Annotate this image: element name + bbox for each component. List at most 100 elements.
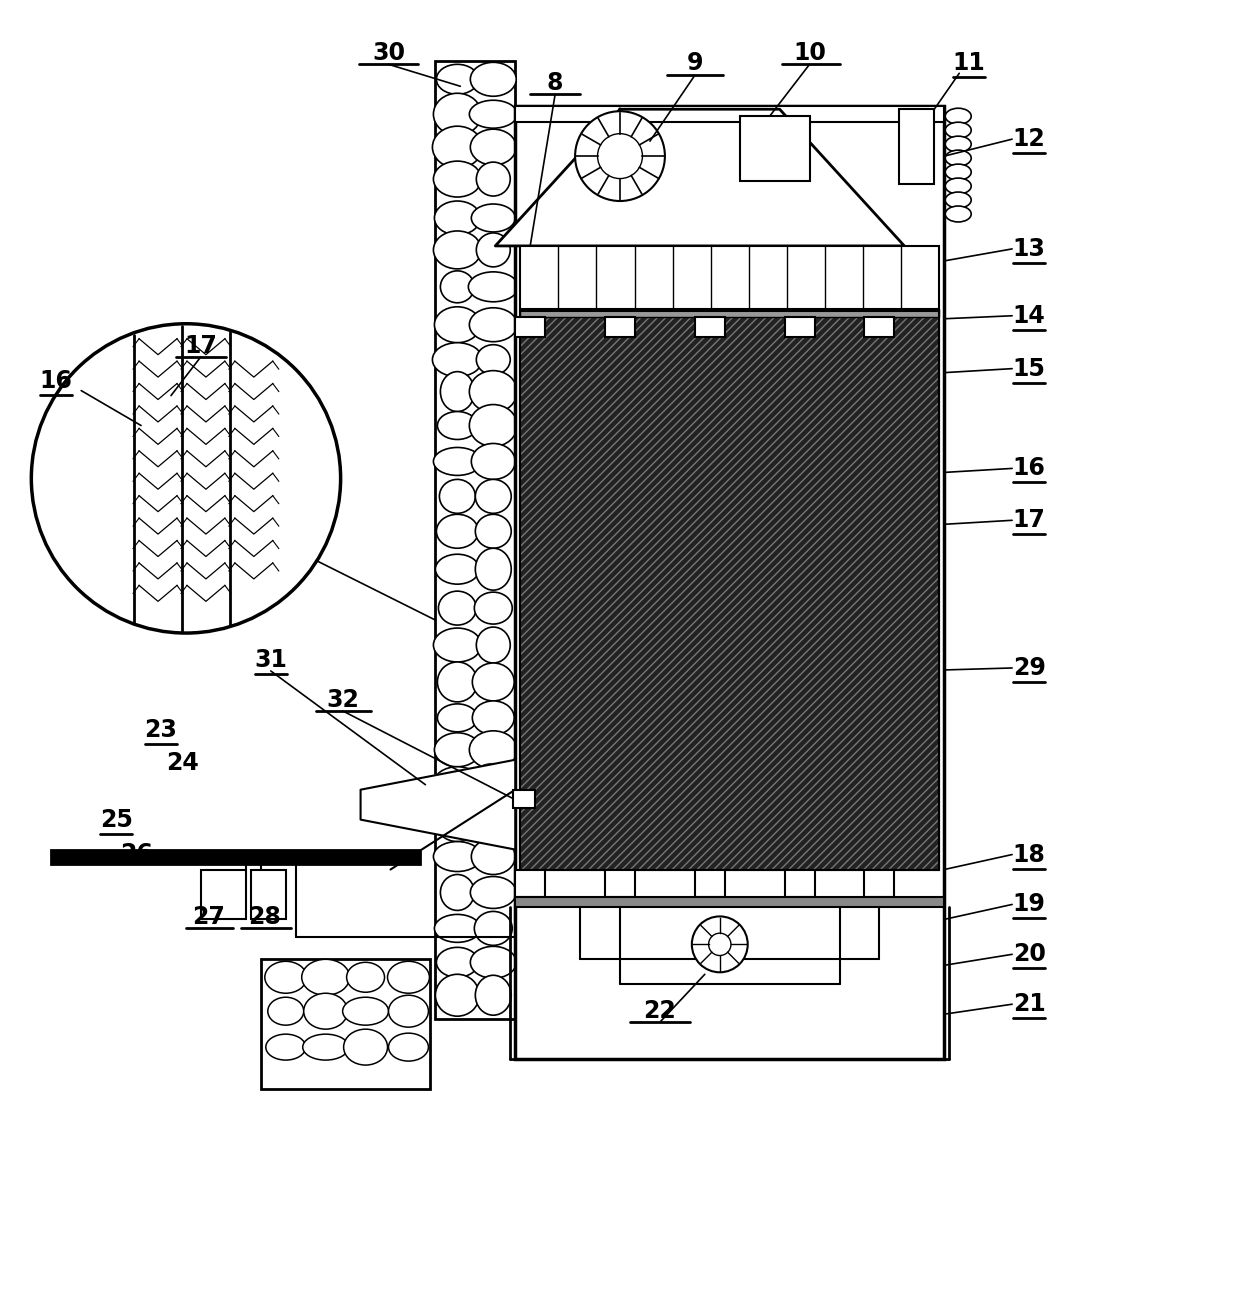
Ellipse shape: [436, 64, 479, 94]
Bar: [516, 898, 945, 907]
Ellipse shape: [343, 1029, 388, 1066]
Text: 18: 18: [1013, 843, 1045, 867]
Ellipse shape: [438, 662, 477, 702]
Bar: [521, 310, 939, 869]
Bar: [521, 309, 939, 317]
Ellipse shape: [469, 404, 517, 446]
Ellipse shape: [268, 997, 304, 1025]
Ellipse shape: [472, 700, 515, 734]
Ellipse shape: [435, 554, 480, 584]
Bar: [516, 317, 546, 336]
Ellipse shape: [469, 370, 517, 412]
Ellipse shape: [945, 151, 971, 166]
Ellipse shape: [388, 995, 429, 1028]
Text: 25: 25: [99, 808, 133, 831]
Ellipse shape: [342, 997, 388, 1025]
Text: 14: 14: [1013, 304, 1045, 327]
Ellipse shape: [945, 206, 971, 223]
Ellipse shape: [434, 733, 480, 767]
Ellipse shape: [470, 63, 516, 97]
Text: 16: 16: [1013, 457, 1045, 480]
Ellipse shape: [265, 961, 306, 994]
Text: 27: 27: [192, 906, 226, 929]
Polygon shape: [495, 109, 904, 246]
Ellipse shape: [440, 372, 475, 411]
Ellipse shape: [470, 877, 516, 908]
Ellipse shape: [388, 961, 429, 994]
Text: 13: 13: [1013, 237, 1045, 260]
Bar: [740, 117, 810, 181]
Ellipse shape: [435, 974, 480, 1016]
Ellipse shape: [434, 230, 481, 268]
Ellipse shape: [434, 767, 481, 801]
Text: 19: 19: [1013, 893, 1045, 916]
Ellipse shape: [436, 948, 479, 978]
Text: 11: 11: [952, 51, 986, 76]
Ellipse shape: [301, 959, 350, 995]
Ellipse shape: [471, 839, 516, 874]
Text: 24: 24: [166, 751, 200, 775]
Ellipse shape: [472, 662, 515, 700]
Ellipse shape: [475, 514, 511, 548]
Ellipse shape: [434, 93, 481, 135]
Text: 17: 17: [1013, 508, 1045, 533]
Ellipse shape: [945, 164, 971, 181]
Bar: [250, 869, 285, 919]
Ellipse shape: [434, 915, 480, 942]
Bar: [694, 869, 724, 898]
Text: 23: 23: [145, 717, 177, 742]
Bar: [605, 317, 635, 336]
Ellipse shape: [945, 109, 971, 124]
Ellipse shape: [436, 514, 479, 548]
Bar: [864, 869, 894, 898]
Bar: [260, 959, 430, 1089]
Bar: [521, 310, 939, 869]
Polygon shape: [361, 759, 516, 850]
Text: 21: 21: [1013, 992, 1045, 1016]
Ellipse shape: [471, 204, 516, 232]
Ellipse shape: [433, 343, 482, 377]
Ellipse shape: [439, 479, 475, 513]
Ellipse shape: [434, 448, 481, 475]
Text: 32: 32: [326, 689, 360, 712]
Bar: [864, 317, 894, 336]
Text: 8: 8: [547, 71, 563, 96]
Ellipse shape: [434, 842, 481, 872]
Ellipse shape: [476, 233, 510, 267]
Bar: [516, 106, 945, 122]
Circle shape: [692, 916, 748, 973]
Text: 28: 28: [248, 906, 281, 929]
Ellipse shape: [471, 444, 516, 479]
Bar: [435, 62, 516, 1020]
Text: 17: 17: [185, 334, 217, 357]
Ellipse shape: [469, 730, 517, 768]
Ellipse shape: [475, 592, 512, 624]
Ellipse shape: [469, 763, 518, 804]
Ellipse shape: [265, 1034, 306, 1060]
Bar: [201, 869, 246, 919]
Ellipse shape: [304, 994, 347, 1029]
Bar: [605, 869, 635, 898]
Circle shape: [598, 134, 642, 178]
Text: 29: 29: [1013, 656, 1045, 679]
Ellipse shape: [303, 1034, 348, 1060]
Ellipse shape: [434, 628, 481, 662]
Text: 10: 10: [794, 42, 826, 65]
Text: 22: 22: [644, 999, 676, 1024]
Ellipse shape: [434, 161, 481, 198]
Ellipse shape: [470, 946, 516, 978]
Ellipse shape: [435, 801, 480, 842]
Ellipse shape: [440, 874, 475, 911]
Bar: [516, 106, 945, 1059]
Ellipse shape: [434, 306, 480, 343]
Ellipse shape: [440, 271, 475, 302]
Text: 12: 12: [1013, 127, 1045, 151]
Ellipse shape: [388, 1033, 429, 1062]
Circle shape: [31, 323, 341, 634]
Circle shape: [708, 933, 730, 956]
Ellipse shape: [438, 411, 477, 440]
Ellipse shape: [434, 202, 480, 234]
Bar: [785, 317, 815, 336]
Text: 31: 31: [254, 648, 288, 672]
Bar: [51, 850, 420, 864]
